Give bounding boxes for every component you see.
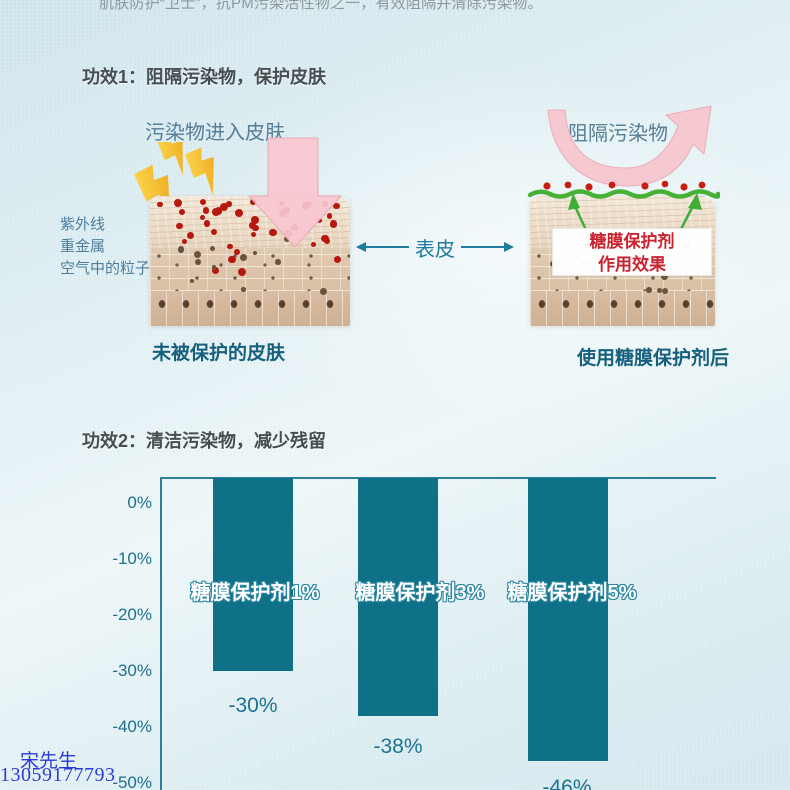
pollutant-dot — [251, 231, 257, 237]
pollutant-dot — [228, 255, 237, 264]
arrow-left-icon — [356, 242, 366, 252]
chart-bar — [358, 478, 438, 716]
pollutant-dot — [211, 265, 217, 270]
pollutant-dot — [661, 287, 669, 295]
pollutant-dot — [194, 251, 202, 259]
y-axis-line — [160, 478, 162, 790]
pollutant-dot — [200, 214, 206, 220]
pollutant-dot — [330, 221, 336, 228]
pollutant-dot — [177, 246, 185, 253]
pollutant-dot — [174, 199, 182, 208]
blocked-pollutant-dots — [543, 180, 706, 191]
pollutant-dot — [186, 231, 195, 240]
pollutant-dot — [333, 255, 341, 264]
skin-basal-layer — [150, 290, 350, 326]
epidermis-indicator: 表皮 — [356, 236, 514, 261]
watermark-name: 宋先生 — [20, 751, 78, 772]
pollutant-dot — [212, 266, 220, 274]
x-axis-line — [160, 477, 716, 479]
bar-category-label: 糖膜保护剂1% — [190, 582, 320, 604]
bar-value-label: -30% — [228, 694, 278, 717]
pollutant-dot — [209, 245, 215, 251]
divider — [461, 246, 504, 248]
bar-category-label: 糖膜保护剂3% — [355, 582, 485, 604]
pollutant-dot — [211, 208, 220, 216]
pollutant-dot — [326, 213, 333, 219]
unprotected-caption: 未被保护的皮肤 — [152, 343, 286, 364]
pollutant-dot — [157, 201, 163, 208]
label-heavy-metal: 重金属 — [60, 238, 106, 255]
effect-box-line1: 糖膜保护剂 — [589, 232, 675, 251]
pollutant-dot — [241, 287, 246, 292]
pollutant-dot — [226, 201, 232, 207]
arrow-down-icon — [247, 137, 343, 248]
pollutant-dot — [182, 239, 188, 245]
pollutant-dot — [320, 288, 328, 296]
pollutant-dot — [234, 208, 243, 217]
pollutant-dot — [178, 209, 185, 216]
y-tick: 0% — [127, 493, 152, 512]
pollutant-dot — [203, 220, 211, 227]
pollutant-dot — [210, 229, 218, 236]
y-tick: -40% — [112, 717, 152, 736]
pollutant-dot — [252, 250, 258, 256]
label-uv: 紫外线 — [60, 216, 106, 233]
protected-caption: 使用糖膜保护剂后 — [577, 348, 730, 369]
bounce-arrow-icon — [547, 105, 712, 187]
pollutant-dot — [656, 287, 662, 293]
bar-category-label: 糖膜保护剂5% — [507, 582, 637, 604]
pollutant-dot — [248, 222, 256, 229]
effect-box-line2: 作用效果 — [598, 255, 666, 274]
pollutant-dot — [195, 259, 202, 266]
bar-value-label: -46% — [542, 776, 592, 790]
chart-bar — [528, 478, 608, 761]
block-pollutant-caption: 阻隔污染物 — [568, 123, 668, 145]
pollutant-dot — [233, 249, 240, 256]
pollutant-dot — [333, 202, 340, 210]
divider — [366, 246, 409, 248]
pollutant-dot — [311, 241, 317, 247]
pollutant-dot — [645, 286, 652, 293]
pollutant-dot — [268, 228, 277, 237]
pollutant-dot — [284, 235, 291, 243]
arrow-right-icon — [504, 242, 514, 252]
y-tick: -10% — [112, 549, 152, 568]
epidermis-label: 表皮 — [415, 238, 455, 261]
effect-box: 糖膜保护剂 作用效果 — [552, 228, 712, 276]
pollutant-dot — [189, 278, 195, 284]
chart-bar — [213, 478, 293, 671]
label-air-particles: 空气中的粒子 — [60, 260, 151, 277]
pollution-source-labels: 紫外线 重金属 空气中的粒子 — [60, 214, 150, 280]
intro-text: 肌肤防护“卫士”，抗PM污染活性物之一，有效阻隔并清除污染物。 — [99, 0, 543, 12]
pollutant-dot — [176, 222, 183, 230]
pollutant-dot — [227, 243, 233, 250]
section2-heading: 功效2：清洁污染物，减少残留 — [82, 431, 327, 451]
pollutant-dot — [250, 216, 259, 225]
skin-basal-layer — [530, 290, 715, 326]
pollutant-dot — [660, 273, 668, 281]
pollutant-dot — [199, 199, 207, 206]
y-tick: -30% — [112, 661, 152, 680]
bar-value-label: -38% — [373, 735, 423, 758]
pollutant-dot — [238, 268, 247, 276]
y-tick: -20% — [112, 605, 152, 624]
pollutant-dot — [240, 254, 247, 262]
skin-cell-layer — [150, 248, 350, 291]
pollutant-dot — [220, 203, 229, 212]
pollutant-dot — [249, 198, 257, 205]
pollutant-dot — [323, 237, 331, 245]
pollutant-dot — [275, 259, 281, 265]
pollutant-dot — [202, 207, 210, 215]
pollutant-dot — [252, 224, 259, 232]
watermark-phone: 13059177793 — [0, 764, 116, 786]
y-tick: -50% — [112, 773, 152, 790]
section1-heading: 功效1：阻隔污染物，保护皮肤 — [82, 67, 327, 87]
pollutant-enter-caption: 污染物进入皮肤 — [145, 122, 285, 144]
